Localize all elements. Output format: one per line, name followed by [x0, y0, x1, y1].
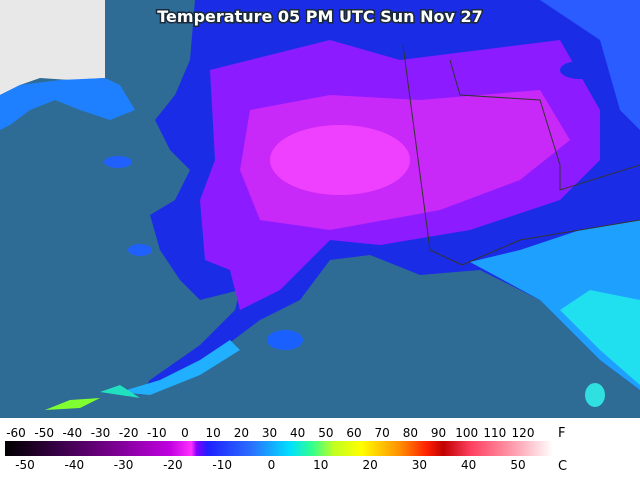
fahrenheit-tick-label: 50 [318, 426, 333, 440]
border-line [449, 59, 640, 191]
fahrenheit-tick-label: -30 [91, 426, 111, 440]
legend-unit: F [558, 426, 565, 441]
russia-coast [0, 78, 135, 130]
fahrenheit-tick-label: 0 [181, 426, 189, 440]
russia-land [0, 0, 105, 95]
island [585, 383, 605, 407]
fahrenheit-tick-label: -20 [119, 426, 139, 440]
fahrenheit-tick-label: 60 [346, 426, 361, 440]
fahrenheit-tick-label: -50 [34, 426, 54, 440]
fahrenheit-tick-label: 10 [206, 426, 221, 440]
celsius-tick-label: 20 [362, 458, 377, 472]
fahrenheit-tick-label: 20 [234, 426, 249, 440]
celsius-tick-label: 50 [510, 458, 525, 472]
fahrenheit-tick-label: 40 [290, 426, 305, 440]
island [560, 61, 600, 79]
map-area: Temperature 05 PM UTC Sun Nov 27 [0, 0, 640, 418]
fahrenheit-tick-label: -10 [147, 426, 167, 440]
island [45, 398, 100, 410]
fahrenheit-tick-label: 120 [512, 426, 535, 440]
island [104, 156, 132, 168]
map-title: Temperature 05 PM UTC Sun Nov 27 [157, 7, 482, 26]
island [100, 385, 140, 398]
peninsula-tip [120, 340, 240, 395]
celsius-tick-label: 30 [412, 458, 427, 472]
celsius-tick-label: -20 [163, 458, 183, 472]
land-northeast [540, 0, 640, 130]
cold-core [270, 125, 410, 195]
fahrenheit-tick-label: 70 [375, 426, 390, 440]
celsius-tick-label: -30 [114, 458, 134, 472]
celsius-tick-label: -10 [212, 458, 232, 472]
fahrenheit-tick-label: 90 [431, 426, 446, 440]
island [128, 244, 152, 256]
border-line [461, 219, 640, 266]
land-coast-cyan [560, 290, 640, 385]
fahrenheit-tick-label: 110 [483, 426, 506, 440]
island [267, 330, 303, 350]
fahrenheit-tick-label: 30 [262, 426, 277, 440]
color-bar [5, 441, 553, 456]
fahrenheit-tick-label: -40 [63, 426, 83, 440]
fahrenheit-tick-label: 80 [403, 426, 418, 440]
celsius-tick-label: -40 [64, 458, 84, 472]
border-line [402, 44, 463, 266]
celsius-tick-label: 10 [313, 458, 328, 472]
legend-unit: C [558, 459, 567, 474]
fahrenheit-tick-label: -60 [6, 426, 26, 440]
celsius-tick-label: -50 [15, 458, 35, 472]
celsius-tick-label: 0 [268, 458, 276, 472]
fahrenheit-tick-label: 100 [455, 426, 478, 440]
celsius-tick-label: 40 [461, 458, 476, 472]
